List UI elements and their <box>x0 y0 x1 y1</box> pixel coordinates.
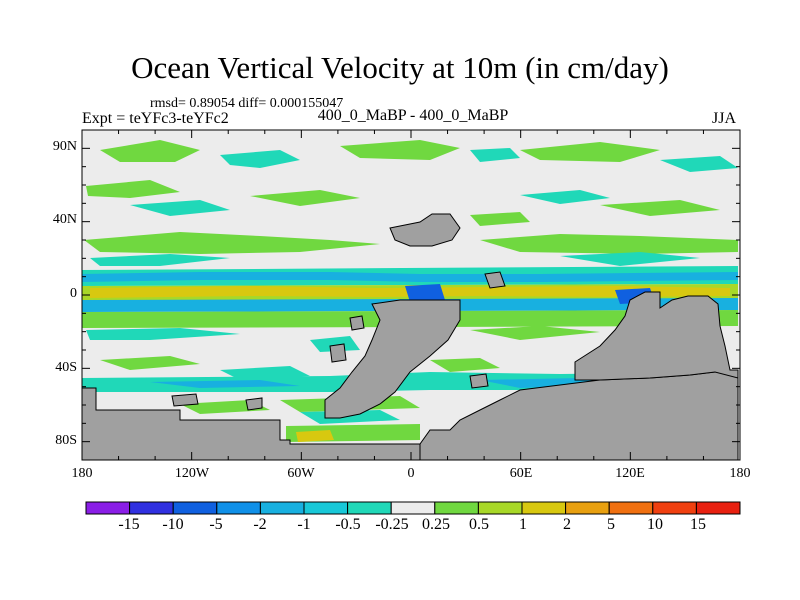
land-continent-central <box>324 299 461 419</box>
plot-title: Ocean Vertical Velocity at 10m (in cm/da… <box>131 50 669 85</box>
colorbar-box <box>129 501 174 515</box>
colorbar-box <box>303 501 349 515</box>
colorbar-label: -1 <box>297 516 311 533</box>
y-tick-label: 90N <box>52 139 77 154</box>
rmsd-diff-stats: rmsd= 0.89054 diff= 0.000155047 <box>150 96 344 111</box>
colorbar-boxes <box>85 501 741 515</box>
colorbar-label: -10 <box>162 516 184 533</box>
colorbar-label: -15 <box>118 516 140 533</box>
contour-patch <box>480 234 738 254</box>
colorbar-label: 0.5 <box>469 516 489 533</box>
colorbar-label: 5 <box>607 516 615 533</box>
contour-patch <box>560 252 700 266</box>
colorbar-label: 1 <box>519 516 527 533</box>
y-tick-label: 40S <box>55 360 77 375</box>
land-island <box>171 393 199 407</box>
contour-patch <box>86 180 180 198</box>
velocity-contours <box>82 140 738 442</box>
axis-ticks <box>81 129 741 461</box>
contour-patch <box>100 356 200 370</box>
colorbar-box <box>172 501 218 515</box>
contour-patch <box>470 212 530 226</box>
contour-patch <box>100 140 200 162</box>
y-tick-label: 40N <box>52 212 77 227</box>
contour-patch <box>600 200 720 216</box>
land-island <box>329 343 347 363</box>
y-tick-label: 80S <box>55 433 77 448</box>
contour-patch <box>250 190 360 206</box>
contour-patch <box>86 328 240 340</box>
colorbar-box <box>608 501 654 515</box>
colorbar-box <box>390 501 436 515</box>
contour-patch <box>130 200 230 216</box>
contour-patch <box>520 142 660 162</box>
colorbar-box <box>652 501 697 515</box>
contour-patch <box>150 380 300 388</box>
contour-patch <box>296 430 334 442</box>
x-tick-label: 60E <box>509 466 533 481</box>
x-tick-label: 120W <box>174 466 210 481</box>
contour-patch <box>90 254 230 266</box>
colorbar-label: 2 <box>563 516 571 533</box>
colorbar-box <box>565 501 610 515</box>
colorbar-box <box>347 501 392 515</box>
land-masses <box>81 213 739 461</box>
x-tick-label: 0 <box>407 466 415 481</box>
period-subtitle: 400_0_MaBP - 400_0_MaBP <box>317 107 509 124</box>
contour-patch <box>340 140 460 160</box>
contour-patch <box>470 148 520 162</box>
colorbar-label: 10 <box>647 516 663 533</box>
land-island <box>469 373 489 389</box>
land-polar-east <box>419 369 739 461</box>
contour-patch <box>84 232 380 254</box>
land-island <box>349 315 365 331</box>
colorbar-label: -2 <box>253 516 267 533</box>
x-tick-label: 180 <box>71 466 93 481</box>
x-tick-label: 180 <box>729 466 751 481</box>
colorbar <box>85 501 741 515</box>
x-tick-label: 60W <box>287 466 315 481</box>
colorbar-box <box>695 501 741 515</box>
land-continent-east <box>574 291 739 381</box>
contour-patch <box>405 284 445 302</box>
contour-patch <box>82 272 738 282</box>
colorbar-label: 15 <box>690 516 706 533</box>
land-island <box>245 397 263 411</box>
contour-patch <box>310 336 360 352</box>
colorbar-box <box>434 501 479 515</box>
colorbar-box <box>85 501 131 515</box>
contour-patch <box>220 150 300 168</box>
colorbar-box <box>216 501 261 515</box>
contour-patch <box>470 326 600 340</box>
colorbar-label: -0.25 <box>375 516 409 533</box>
contour-patch <box>520 190 610 204</box>
colorbar-label: -5 <box>209 516 223 533</box>
land-north-asia <box>389 213 461 247</box>
contour-patch <box>430 358 500 372</box>
colorbar-box <box>521 501 567 515</box>
colorbar-box <box>477 501 523 515</box>
contour-patch <box>660 156 738 172</box>
x-tick-label: 120E <box>615 466 645 481</box>
colorbar-label: -0.5 <box>335 516 361 533</box>
y-tick-label: 0 <box>70 286 77 301</box>
season-label: JJA <box>712 110 737 127</box>
map-panel <box>81 129 741 461</box>
colorbar-label: 0.25 <box>422 516 450 533</box>
land-island <box>484 271 506 289</box>
colorbar-box <box>259 501 305 515</box>
experiment-label: Expt = teYFc3-teYFc2 <box>82 110 229 127</box>
